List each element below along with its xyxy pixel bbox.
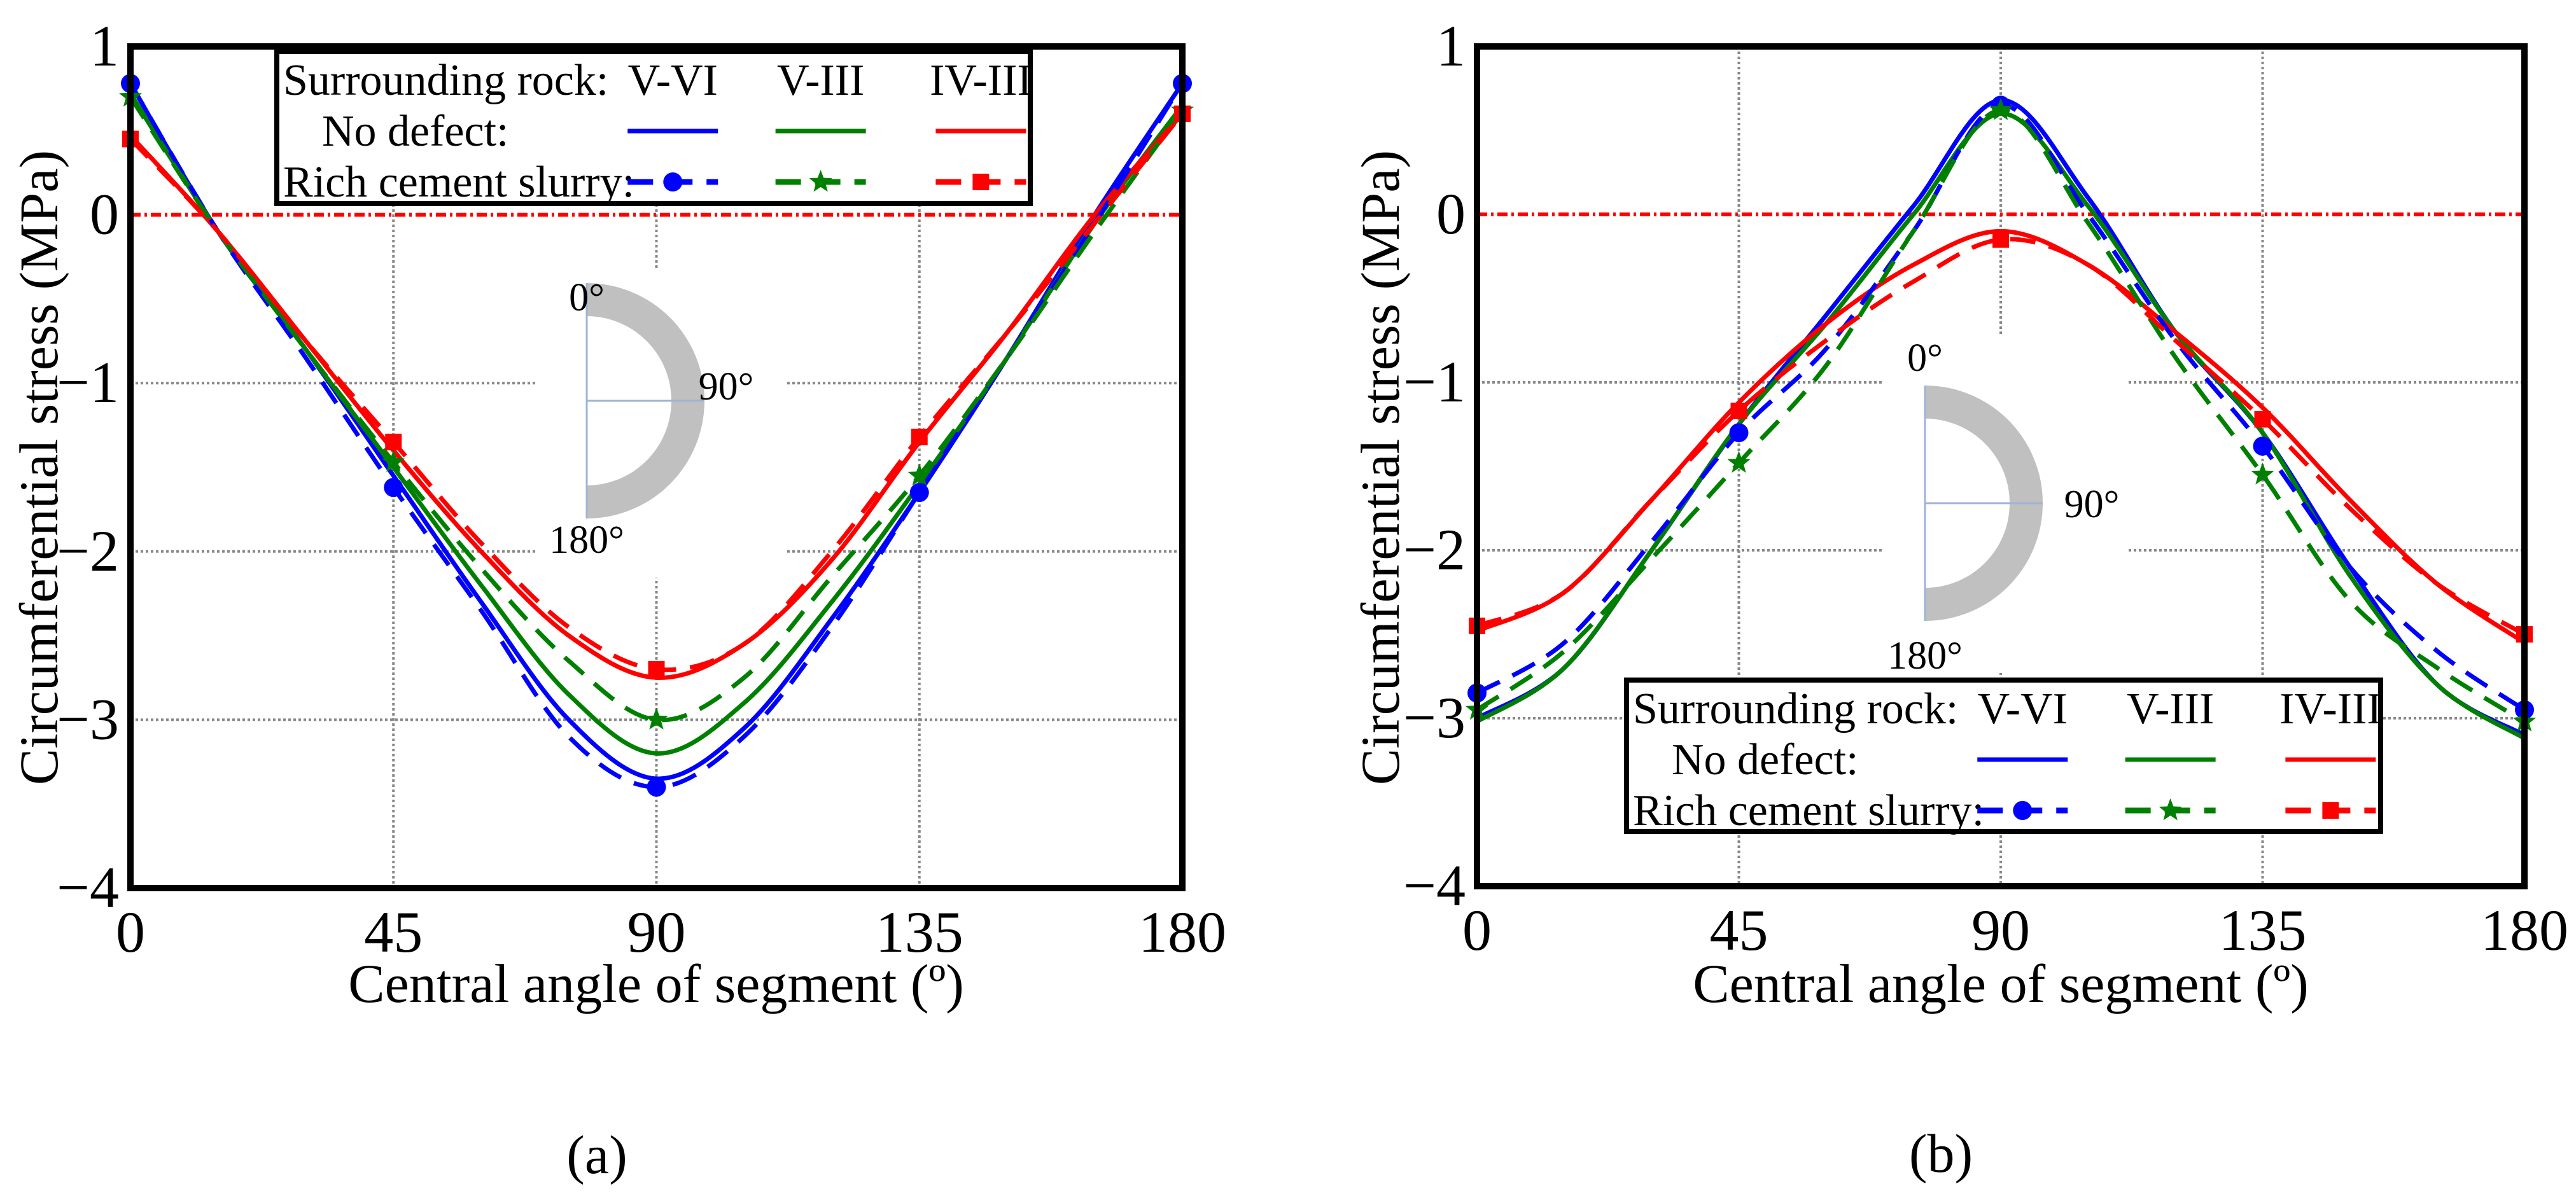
data-point-circle bbox=[647, 777, 666, 797]
x-tick-label: 90 bbox=[1971, 898, 2030, 963]
legend-column-V-III: V-III bbox=[2127, 685, 2214, 734]
series-line-rich-cement-slurry-v-iii bbox=[129, 95, 1184, 723]
x-tick-label: 0 bbox=[1462, 898, 1492, 963]
data-point-star bbox=[2251, 462, 2274, 485]
legend-box bbox=[1624, 678, 2383, 834]
data-point-square bbox=[648, 661, 665, 678]
y-tick-label: −4 bbox=[57, 855, 119, 920]
legend-marker-circle bbox=[663, 172, 683, 191]
inset-angle-label: 180° bbox=[549, 518, 624, 562]
legend-column-IV-III: IV-III bbox=[930, 56, 1032, 105]
legend: Surrounding rock:No defect:Rich cement s… bbox=[274, 49, 1033, 207]
y-tick-label: 0 bbox=[90, 182, 119, 247]
data-point-circle bbox=[909, 483, 929, 503]
chart-panel-b: 0° 90° 180° 0 45 90 135 180 1 0 −1 −2 −3 −4 Central an… bbox=[1350, 13, 2568, 1184]
legend-column-V-III: V-III bbox=[777, 56, 864, 105]
segment-inset-diagram: 0° 90° 180° bbox=[537, 270, 787, 578]
x-tick-label: 45 bbox=[1710, 898, 1768, 963]
legend: Surrounding rock:No defect:Rich cement s… bbox=[1624, 678, 2383, 835]
data-point-star bbox=[907, 463, 931, 486]
plot-frame bbox=[1474, 43, 2528, 889]
panel-caption: (a) bbox=[566, 1124, 627, 1185]
segment-inset-diagram: 0° 90° 180° bbox=[1884, 337, 2126, 678]
data-point-square bbox=[1730, 402, 1747, 419]
y-tick-label: 1 bbox=[90, 13, 119, 78]
data-point-circle bbox=[1729, 423, 1749, 443]
data-point-square bbox=[911, 428, 928, 445]
legend-marker-star bbox=[809, 170, 832, 192]
data-point-star bbox=[1989, 98, 2013, 120]
legend-marker-square bbox=[972, 174, 990, 190]
y-tick-label: 0 bbox=[1436, 181, 1466, 246]
legend-row-no-defect: No defect: bbox=[322, 107, 508, 156]
data-point-square bbox=[1992, 231, 2009, 248]
inset-angle-label: 90° bbox=[2064, 483, 2120, 526]
legend-row-no-defect: No defect: bbox=[1672, 735, 1858, 784]
x-axis-title: Central angle of segment (º) bbox=[1693, 953, 2309, 1014]
data-point-star bbox=[645, 707, 668, 730]
legend-column-V-VI: V-VI bbox=[1978, 685, 2068, 734]
half-ring-icon bbox=[587, 283, 704, 518]
y-tick-label: −1 bbox=[57, 350, 119, 415]
x-tick-label: 0 bbox=[116, 900, 145, 964]
data-point-circle bbox=[2253, 436, 2272, 456]
x-tick-label: 180 bbox=[1138, 900, 1226, 964]
plot-frame bbox=[127, 43, 1186, 891]
legend-row-rich-cement-slurry: Rich cement slurry: bbox=[283, 158, 634, 207]
inset-angle-label: 0° bbox=[569, 276, 605, 319]
legend-marker-circle bbox=[2013, 801, 2033, 820]
half-ring-icon bbox=[1925, 386, 2043, 621]
x-tick-label: 135 bbox=[2219, 898, 2307, 963]
y-tick-label: −3 bbox=[57, 686, 119, 751]
y-tick-label: −2 bbox=[1403, 517, 1466, 582]
x-tick-label: 135 bbox=[876, 900, 963, 964]
y-axis-title: Circumferential stress (MPa) bbox=[8, 150, 69, 785]
x-tick-label: 45 bbox=[364, 900, 423, 964]
legend-marker-star bbox=[2159, 798, 2182, 821]
y-tick-label: −3 bbox=[1403, 685, 1466, 750]
legend-box bbox=[274, 49, 1033, 206]
y-tick-label: 1 bbox=[1436, 13, 1466, 78]
y-tick-label: −2 bbox=[57, 518, 119, 583]
x-axis-title: Central angle of segment (º) bbox=[348, 953, 964, 1014]
legend-column-IV-III: IV-III bbox=[2279, 685, 2382, 734]
data-point-star bbox=[382, 450, 405, 472]
x-tick-label: 180 bbox=[2481, 898, 2568, 963]
data-point-star bbox=[1727, 450, 1751, 473]
y-tick-label: −1 bbox=[1403, 349, 1466, 414]
legend-column-V-VI: V-VI bbox=[628, 56, 718, 105]
chart-panel-a: 0° 90° 180° 0 45 90 135 180 1 0 −1 −2 −3 −4 Central an… bbox=[8, 13, 1226, 1185]
data-point-square bbox=[385, 433, 402, 450]
y-axis-title: Circumferential stress (MPa) bbox=[1350, 150, 1411, 785]
x-tick-label: 90 bbox=[627, 900, 686, 964]
data-point-square bbox=[2254, 411, 2271, 428]
inset-angle-label: 90° bbox=[699, 365, 754, 408]
panel-caption: (b) bbox=[1909, 1123, 1973, 1184]
legend-header: Surrounding rock: bbox=[283, 56, 608, 105]
data-point-circle bbox=[384, 478, 403, 497]
series-line-rich-cement-slurry-iv-iii bbox=[1476, 237, 2526, 637]
legend-marker-square bbox=[2322, 802, 2339, 819]
inset-angle-label: 180° bbox=[1887, 634, 1963, 678]
legend-header: Surrounding rock: bbox=[1633, 685, 1958, 734]
inset-angle-label: 0° bbox=[1907, 337, 1943, 380]
legend-row-rich-cement-slurry: Rich cement slurry: bbox=[1633, 786, 1984, 835]
y-tick-label: −4 bbox=[1403, 853, 1466, 918]
